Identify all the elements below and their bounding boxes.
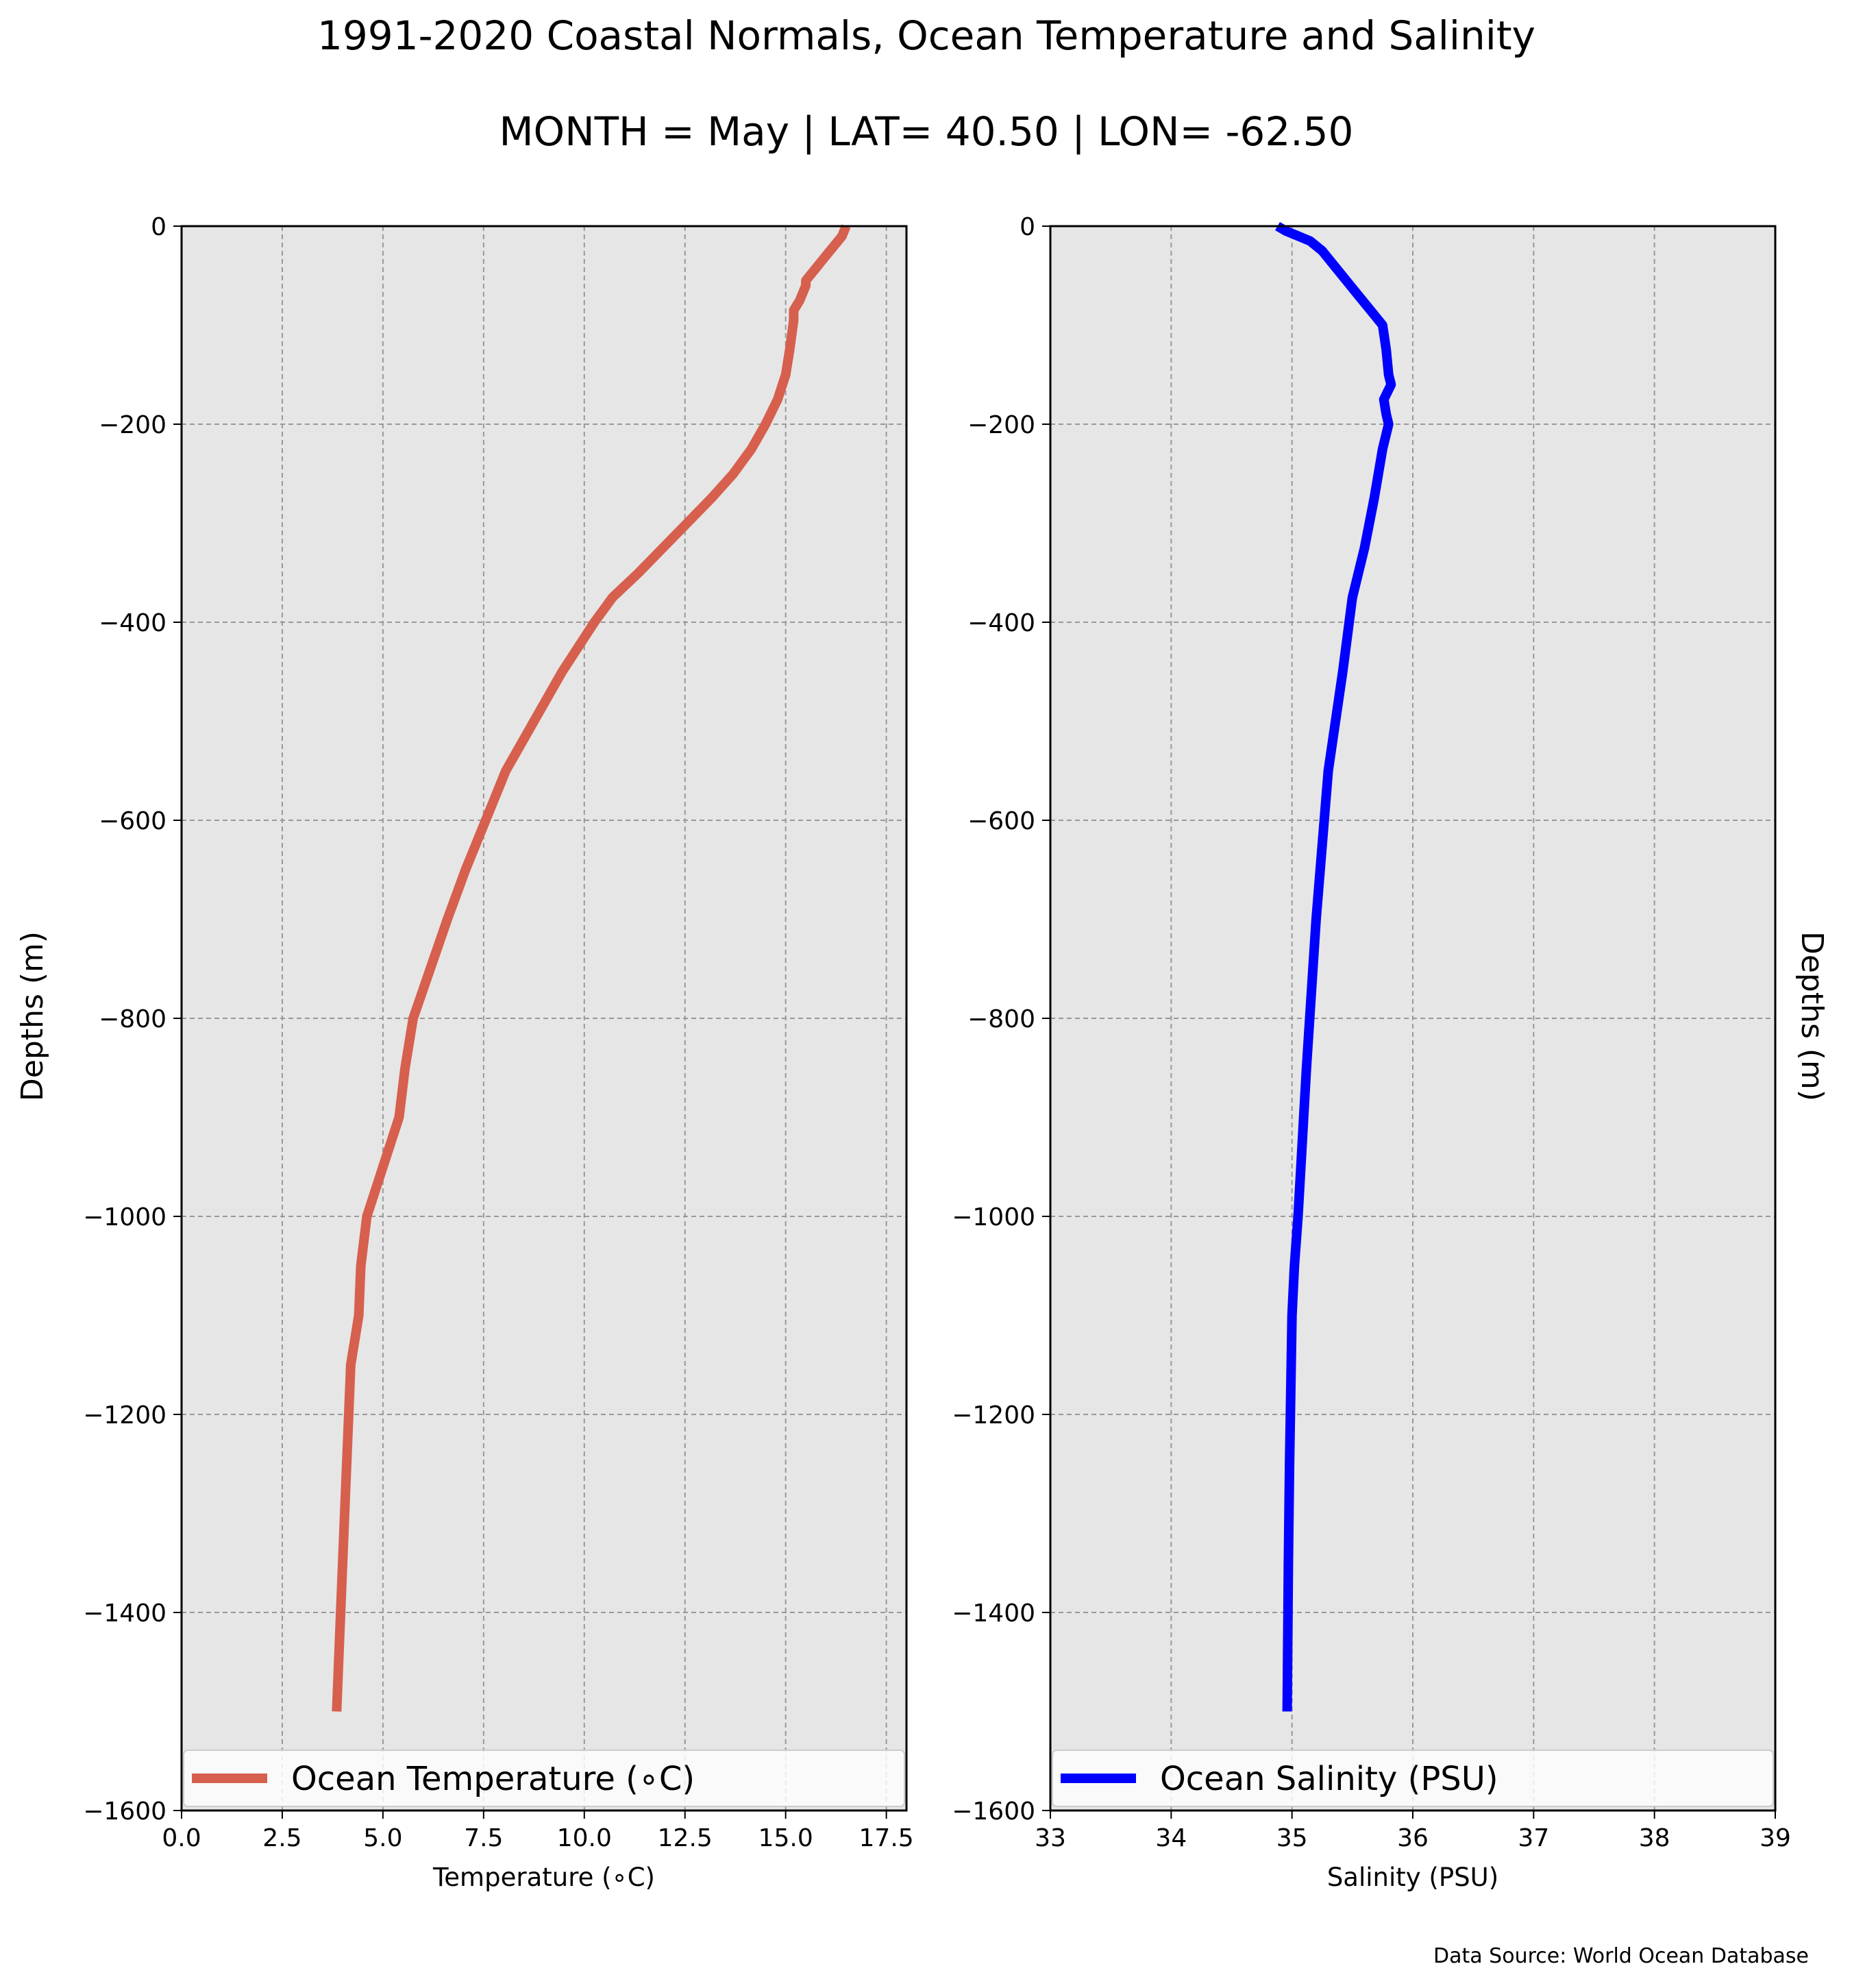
y-tick-label: −600: [967, 807, 1035, 835]
x-tick-label: 12.5: [658, 1824, 713, 1852]
y-axis-label-left: Depths (m): [15, 931, 50, 1101]
y-tick-label: −1200: [952, 1401, 1035, 1429]
data-source-note: Data Source: World Ocean Database: [1433, 1944, 1809, 1968]
x-tick-label: 5.0: [363, 1824, 402, 1852]
x-tick-label: 2.5: [262, 1824, 301, 1852]
y-tick-label: −1400: [952, 1599, 1035, 1628]
chart-title: 1991-2020 Coastal Normals, Ocean Tempera…: [317, 12, 1535, 59]
y-tick-label: −200: [967, 411, 1035, 439]
legend-label: Ocean Salinity (PSU): [1160, 1760, 1498, 1798]
temperature-x-axis-label: Temperature (∘C): [432, 1863, 655, 1892]
x-tick-label: 10.0: [557, 1824, 612, 1852]
y-tick-label: −800: [99, 1005, 166, 1033]
y-tick-label: −1000: [83, 1203, 166, 1231]
x-tick-label: 38: [1639, 1824, 1670, 1852]
y-tick-label: −400: [99, 609, 166, 637]
y-tick-label: −1400: [83, 1599, 166, 1628]
y-tick-label: −800: [967, 1005, 1035, 1033]
temperature-series-line: [332, 224, 851, 1712]
y-tick-label: −600: [99, 807, 166, 835]
salinity-legend: [1052, 1750, 1774, 1807]
y-tick-label: 0: [1020, 213, 1035, 241]
y-tick-label: −400: [967, 609, 1035, 637]
salinity-x-axis-label: Salinity (PSU): [1327, 1863, 1498, 1892]
y-tick-label: −1600: [83, 1797, 166, 1826]
x-tick-label: 35: [1276, 1824, 1308, 1852]
chart-subtitle: MONTH = May | LAT= 40.50 | LON= -62.50: [499, 108, 1354, 155]
x-tick-label: 36: [1397, 1824, 1429, 1852]
x-tick-label: 7.5: [464, 1824, 503, 1852]
temperature-panel: Ocean Temperature (∘C) 0.0 2.5 5.0 7.5 10.0 12…: [83, 213, 913, 1892]
y-tick-label: −1000: [952, 1203, 1035, 1231]
x-tick-label: 34: [1155, 1824, 1187, 1852]
x-tick-label: 0.0: [162, 1824, 201, 1852]
x-tick-label: 33: [1035, 1824, 1066, 1852]
x-tick-label: 39: [1760, 1824, 1791, 1852]
temperature-legend: [183, 1750, 905, 1807]
salinity-series-line: [1274, 221, 1396, 1712]
y-axis-label-right: Depths (m): [1794, 931, 1829, 1101]
y-tick-label: −1200: [83, 1401, 166, 1429]
x-tick-label: 15.0: [758, 1824, 813, 1852]
x-tick-label: 17.5: [859, 1824, 914, 1852]
salinity-panel: Ocean Salinity (PSU) 33 34 35 36 37 38 39 0 −200 −…: [952, 213, 1791, 1892]
y-tick-label: −1600: [952, 1797, 1035, 1826]
x-tick-label: 37: [1518, 1824, 1549, 1852]
legend-label: Ocean Temperature (∘C): [291, 1760, 695, 1798]
y-tick-label: 0: [151, 213, 166, 241]
y-tick-label: −200: [99, 411, 166, 439]
